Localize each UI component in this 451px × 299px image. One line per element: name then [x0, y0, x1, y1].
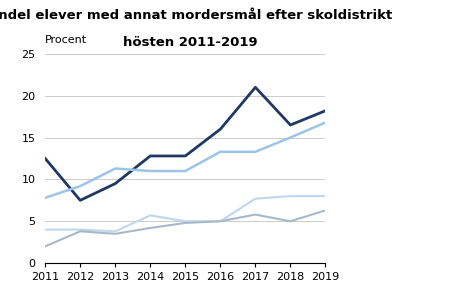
Norra Ål.
högst.distrikt [78, 230, 83, 233]
Norra Ål.
högst.distrikt [42, 245, 48, 248]
Mariehamn
inkl Waldorf [252, 150, 258, 154]
Södra Ål.
högst.distrikt [252, 197, 258, 200]
Övriga
skärgården [252, 86, 258, 89]
Mariehamn
inkl Waldorf [182, 169, 188, 173]
Text: Andel elever med annat mordersmål efter skoldistrikt: Andel elever med annat mordersmål efter … [0, 9, 391, 22]
Övriga
skärgården [182, 154, 188, 158]
Södra Ål.
högst.distrikt [42, 228, 48, 231]
Övriga
skärgården [287, 123, 293, 127]
Södra Ål.
högst.distrikt [182, 219, 188, 223]
Norra Ål.
högst.distrikt [112, 232, 118, 236]
Line: Övriga
skärgården: Övriga skärgården [45, 87, 325, 200]
Norra Ål.
högst.distrikt [217, 219, 223, 223]
Övriga
skärgården [217, 127, 223, 131]
Övriga
skärgården [112, 182, 118, 185]
Norra Ål.
högst.distrikt [252, 213, 258, 216]
Mariehamn
inkl Waldorf [78, 184, 83, 188]
Södra Ål.
högst.distrikt [322, 194, 327, 198]
Mariehamn
inkl Waldorf [147, 169, 153, 173]
Norra Ål.
högst.distrikt [322, 209, 327, 212]
Södra Ål.
högst.distrikt [147, 213, 153, 217]
Övriga
skärgården [322, 109, 327, 112]
Övriga
skärgården [42, 157, 48, 160]
Text: Procent: Procent [45, 36, 87, 45]
Line: Norra Ål.
högst.distrikt: Norra Ål. högst.distrikt [45, 210, 325, 246]
Line: Södra Ål.
högst.distrikt: Södra Ål. högst.distrikt [45, 196, 325, 231]
Text: hösten 2011-2019: hösten 2011-2019 [122, 36, 257, 49]
Mariehamn
inkl Waldorf [322, 121, 327, 124]
Mariehamn
inkl Waldorf [287, 136, 293, 139]
Norra Ål.
högst.distrikt [147, 226, 153, 230]
Övriga
skärgården [78, 199, 83, 202]
Mariehamn
inkl Waldorf [42, 196, 48, 200]
Line: Mariehamn
inkl Waldorf: Mariehamn inkl Waldorf [45, 123, 325, 198]
Övriga
skärgården [147, 154, 153, 158]
Norra Ål.
högst.distrikt [182, 221, 188, 225]
Mariehamn
inkl Waldorf [112, 167, 118, 170]
Legend: Övriga
skärgården, Mariehamn
inkl Waldorf, Södra Ål.
högst.distrikt, Norra Ål.
h: Övriga skärgården, Mariehamn inkl Waldor… [340, 59, 433, 179]
Södra Ål.
högst.distrikt [287, 194, 293, 198]
Norra Ål.
högst.distrikt [287, 219, 293, 223]
Södra Ål.
högst.distrikt [217, 219, 223, 223]
Mariehamn
inkl Waldorf [217, 150, 223, 154]
Södra Ål.
högst.distrikt [112, 230, 118, 233]
Södra Ål.
högst.distrikt [78, 228, 83, 231]
